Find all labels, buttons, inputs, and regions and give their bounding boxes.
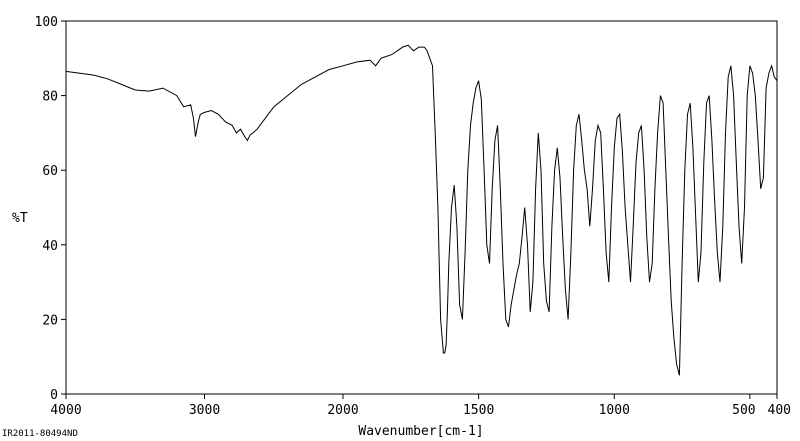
y-tick-label: 20 bbox=[42, 313, 58, 328]
x-axis-ticks: 4000 3000 2000 1500 1000 500 400 bbox=[50, 394, 791, 418]
y-tick-label: 80 bbox=[42, 90, 58, 105]
x-tick-label: 3000 bbox=[189, 403, 220, 418]
x-tick-label: 500 bbox=[732, 403, 755, 418]
series-line bbox=[65, 44, 778, 376]
y-tick-label: 60 bbox=[42, 164, 58, 179]
x-tick-label: 400 bbox=[768, 403, 791, 418]
x-tick-label: 4000 bbox=[50, 403, 81, 418]
x-tick-label: 1500 bbox=[463, 403, 494, 418]
y-axis-ticks: 0 20 40 60 80 100 bbox=[35, 15, 66, 403]
x-axis-label: Wavenumber[cm-1] bbox=[358, 424, 483, 439]
x-tick-label: 2000 bbox=[327, 403, 358, 418]
y-tick-label: 100 bbox=[35, 15, 58, 30]
spectrum-id-label: IR2011-80494ND bbox=[2, 429, 78, 439]
y-tick-label: 0 bbox=[50, 388, 58, 403]
y-tick-label: 40 bbox=[42, 239, 58, 254]
plot-frame bbox=[65, 20, 778, 395]
x-tick-label: 1000 bbox=[599, 403, 630, 418]
y-axis-label: %T bbox=[12, 211, 28, 226]
